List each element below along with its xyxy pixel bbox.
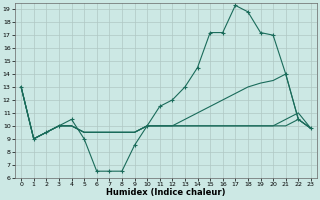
X-axis label: Humidex (Indice chaleur): Humidex (Indice chaleur): [106, 188, 226, 197]
